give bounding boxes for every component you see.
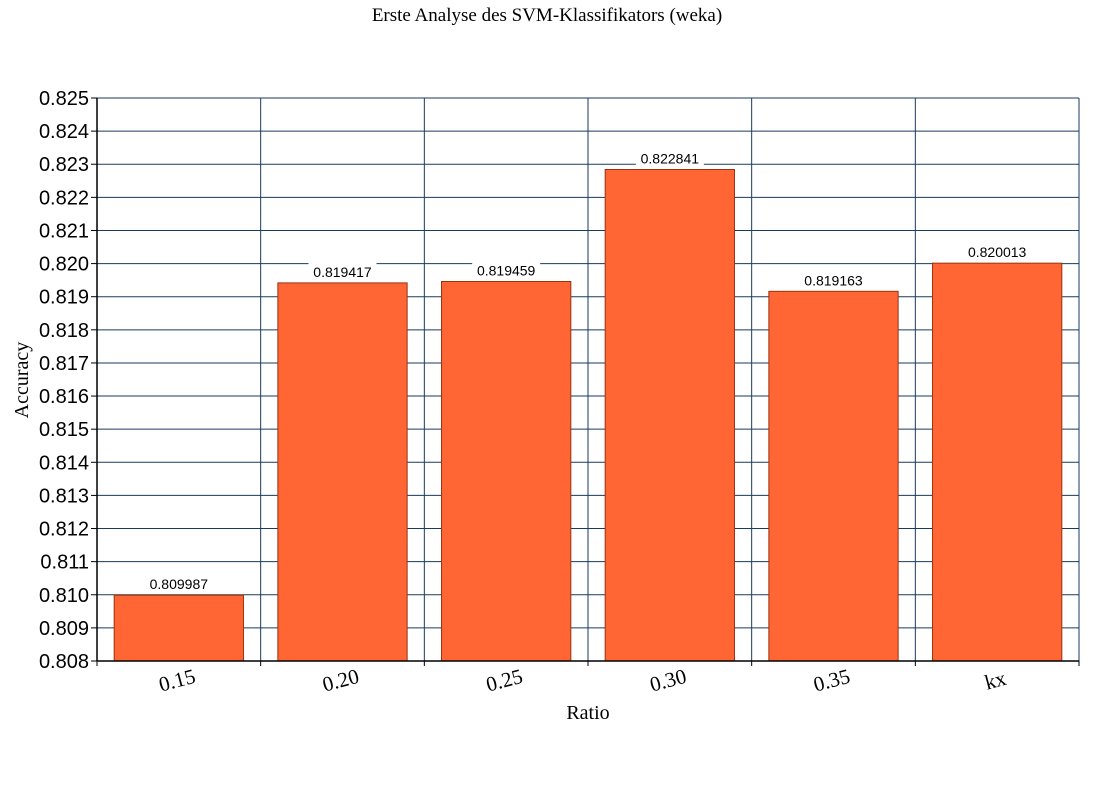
y-tick-label: 0.821 bbox=[39, 220, 89, 242]
y-tick-label: 0.811 bbox=[40, 552, 89, 574]
bar-0.25 bbox=[441, 281, 572, 662]
data-label: 0.819459 bbox=[477, 263, 536, 279]
bar-0.30 bbox=[604, 169, 735, 662]
bar-0.15 bbox=[113, 594, 244, 662]
grid bbox=[96, 97, 1080, 662]
data-label: 0.809987 bbox=[150, 576, 209, 592]
chart-title: Erste Analyse des SVM-Klassifikators (we… bbox=[372, 5, 722, 26]
y-tick-label: 0.817 bbox=[39, 353, 89, 375]
data-label: 0.820013 bbox=[968, 244, 1027, 260]
data-label: 0.819417 bbox=[313, 264, 372, 280]
y-tick-label: 0.820 bbox=[39, 254, 89, 276]
y-tick-label: 0.824 bbox=[39, 121, 89, 143]
bar-kx bbox=[932, 262, 1063, 662]
y-tick-labels: 0.808 0.809 0.810 0.811 0.812 0.813 0.814 0.815… bbox=[39, 88, 89, 673]
x-tick-label: 0.15 bbox=[156, 664, 198, 697]
y-tick-label: 0.814 bbox=[39, 452, 89, 474]
data-label-background bbox=[635, 149, 704, 167]
y-tick-label: 0.825 bbox=[39, 88, 89, 110]
x-tick-label: 0.25 bbox=[484, 664, 526, 697]
x-tick-label: 0.35 bbox=[811, 664, 853, 697]
y-tick-label: 0.816 bbox=[39, 386, 89, 408]
x-tick-label: kx bbox=[982, 666, 1009, 695]
axes bbox=[91, 97, 1080, 666]
y-tick-label: 0.815 bbox=[39, 419, 89, 441]
x-tick-label: 0.30 bbox=[647, 664, 689, 697]
data-label: 0.819163 bbox=[804, 272, 863, 288]
x-tick-label: 0.20 bbox=[320, 664, 362, 697]
y-tick-label: 0.810 bbox=[39, 585, 89, 607]
x-tick-labels: 0.15 0.20 0.25 0.30 0.35 kx bbox=[156, 664, 1009, 697]
y-axis-label: Accuracy bbox=[11, 342, 33, 419]
y-tick-label: 0.812 bbox=[39, 519, 89, 541]
data-label-background bbox=[308, 262, 377, 280]
data-label: 0.822841 bbox=[641, 151, 700, 167]
bars bbox=[113, 169, 1063, 662]
y-tick-label: 0.819 bbox=[39, 287, 89, 309]
bar-0.35 bbox=[768, 290, 899, 662]
data-label-background bbox=[472, 261, 541, 279]
y-tick-label: 0.808 bbox=[39, 651, 89, 673]
data-label-background bbox=[144, 575, 213, 593]
data-label-background bbox=[963, 243, 1032, 261]
y-tick-label: 0.823 bbox=[39, 154, 89, 176]
bar-0.20 bbox=[277, 282, 408, 662]
x-axis-label: Ratio bbox=[566, 702, 609, 724]
y-tick-label: 0.813 bbox=[39, 485, 89, 507]
y-tick-label: 0.822 bbox=[39, 187, 89, 209]
y-tick-label: 0.818 bbox=[39, 320, 89, 342]
data-label-background bbox=[799, 271, 868, 289]
y-tick-label: 0.809 bbox=[39, 618, 89, 640]
data-labels: 0.809987 0.819417 0.819459 0.822841 0.819163… bbox=[144, 149, 1032, 593]
